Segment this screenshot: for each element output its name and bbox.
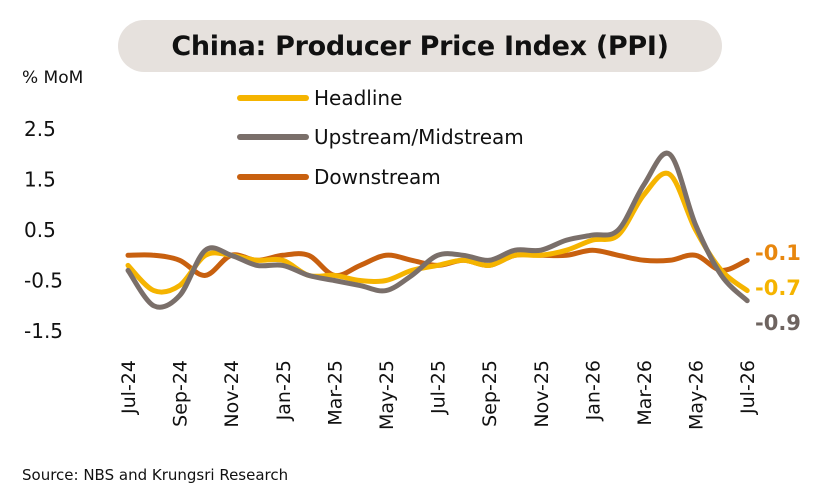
chart-title-banner: China: Producer Price Index (PPI) xyxy=(118,20,722,72)
x-tick-label: Sep-24 xyxy=(170,360,192,427)
y-tick-label: -1.5 xyxy=(24,319,63,343)
end-value-label: -0.1 xyxy=(755,241,801,265)
x-tick-label: Nov-25 xyxy=(531,360,553,428)
y-tick-label: 0.5 xyxy=(24,218,56,242)
x-tick-label: May-26 xyxy=(686,360,708,430)
x-tick-label: Jul-26 xyxy=(737,360,759,415)
x-tick-label: Sep-25 xyxy=(479,360,501,427)
end-value-label: -0.9 xyxy=(755,311,801,335)
series-line-headline xyxy=(125,170,750,295)
legend-label-headline: Headline xyxy=(314,86,402,110)
y-tick-label: 1.5 xyxy=(24,168,56,192)
legend-label-upstream-midstream: Upstream/Midstream xyxy=(314,125,524,149)
x-tick-label: Nov-24 xyxy=(221,360,243,428)
x-tick-label: Jan-25 xyxy=(273,360,295,421)
y-tick-label: -0.5 xyxy=(24,269,63,293)
end-value-label: -0.7 xyxy=(755,276,801,300)
y-axis-label: % MoM xyxy=(22,68,83,88)
source-note: Source: NBS and Krungsri Research xyxy=(22,466,289,484)
legend-label-downstream: Downstream xyxy=(314,165,441,189)
y-tick-label: 2.5 xyxy=(24,117,56,141)
x-tick-label: Jul-24 xyxy=(118,360,140,415)
series-line-upstream-midstream xyxy=(125,150,750,310)
x-tick-label: Mar-25 xyxy=(324,360,346,426)
chart-title: China: Producer Price Index (PPI) xyxy=(171,30,669,62)
x-tick-label: Mar-26 xyxy=(634,360,656,426)
x-tick-label: May-25 xyxy=(376,360,398,430)
x-tick-label: Jan-26 xyxy=(582,360,604,421)
x-tick-label: Jul-25 xyxy=(428,360,450,415)
